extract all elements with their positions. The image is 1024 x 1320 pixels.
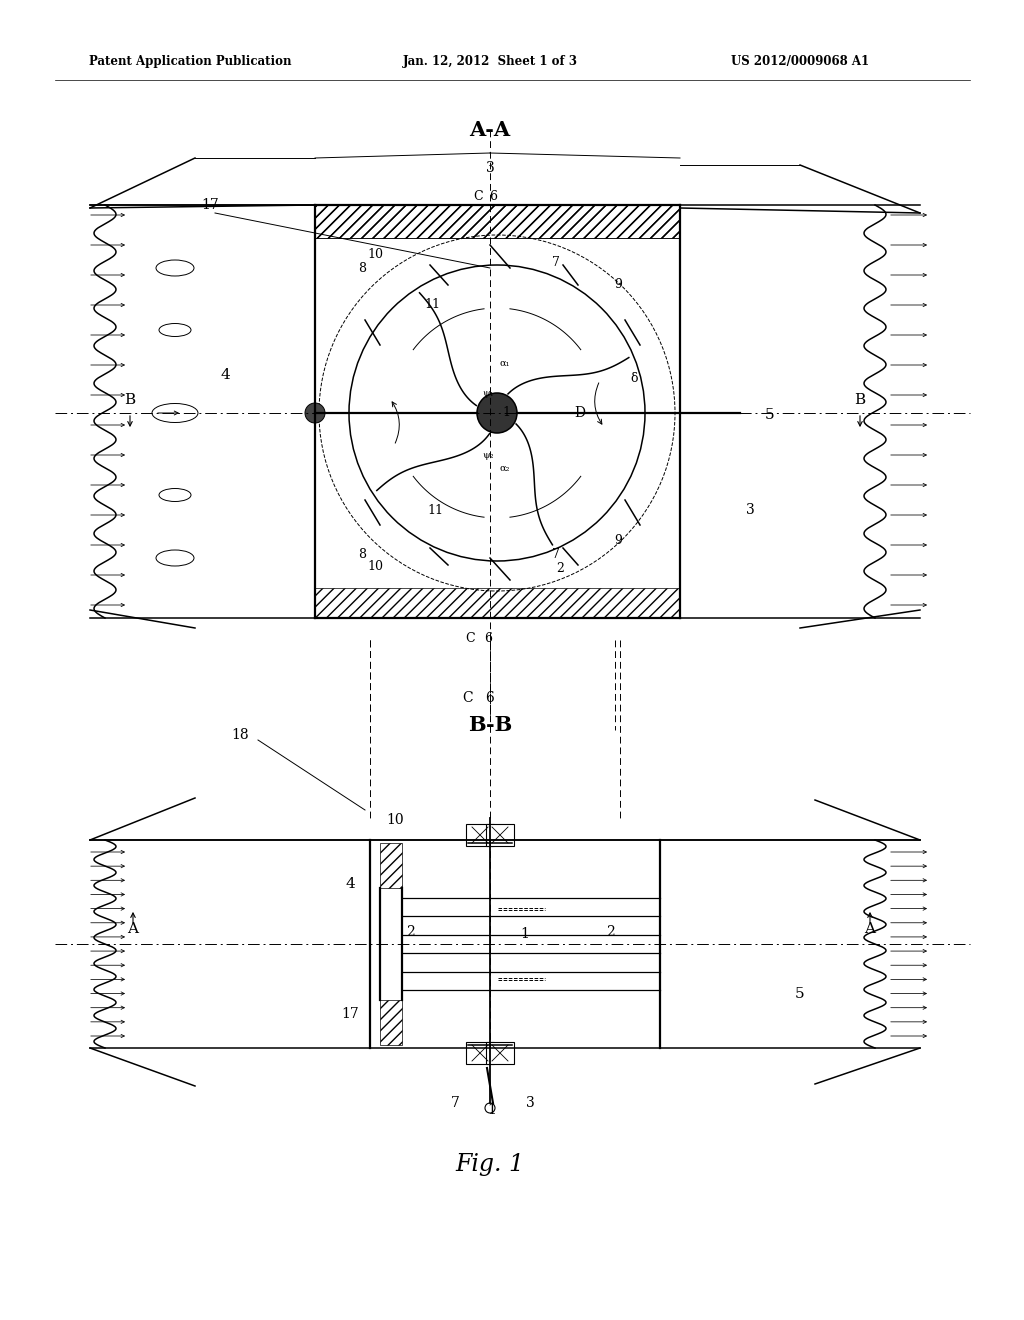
Text: Patent Application Publication: Patent Application Publication — [89, 55, 291, 69]
Text: 9: 9 — [614, 279, 622, 292]
Text: 5: 5 — [796, 987, 805, 1001]
Text: 7: 7 — [451, 1096, 460, 1110]
Bar — [380, 1001, 402, 1045]
Text: 9: 9 — [614, 533, 622, 546]
Text: 6: 6 — [489, 190, 497, 202]
Text: 11: 11 — [427, 503, 443, 516]
Text: 10: 10 — [367, 561, 383, 573]
Text: 10: 10 — [367, 248, 383, 261]
Text: α₂: α₂ — [500, 463, 510, 473]
Text: B: B — [125, 393, 135, 407]
Text: 8: 8 — [358, 549, 366, 561]
Text: 7: 7 — [552, 549, 560, 561]
Bar — [486, 1041, 514, 1064]
Text: 17: 17 — [341, 1007, 358, 1020]
Text: C: C — [473, 190, 482, 202]
Circle shape — [477, 393, 517, 433]
Text: 10: 10 — [386, 813, 403, 828]
Text: D: D — [574, 407, 586, 420]
Text: 11: 11 — [424, 298, 440, 312]
Circle shape — [305, 403, 325, 422]
Text: δ: δ — [630, 371, 638, 384]
Text: C: C — [463, 690, 473, 705]
Text: B: B — [854, 393, 865, 407]
Text: B-B: B-B — [468, 715, 512, 735]
Text: 3: 3 — [745, 503, 755, 517]
Bar — [486, 824, 514, 846]
Bar — [466, 824, 494, 846]
Text: 2: 2 — [406, 925, 415, 939]
Text: Jan. 12, 2012  Sheet 1 of 3: Jan. 12, 2012 Sheet 1 of 3 — [402, 55, 578, 69]
Text: 2: 2 — [605, 925, 614, 939]
Text: 1: 1 — [520, 927, 529, 941]
Bar — [466, 1041, 494, 1064]
Text: 8: 8 — [358, 261, 366, 275]
Bar — [380, 843, 402, 888]
Circle shape — [485, 1104, 495, 1113]
Text: 1: 1 — [487, 1104, 497, 1117]
Bar — [315, 205, 680, 238]
Text: 6: 6 — [484, 631, 492, 644]
Text: α₁: α₁ — [500, 359, 510, 367]
Text: 4: 4 — [220, 368, 229, 381]
Text: C: C — [465, 631, 475, 644]
Text: 3: 3 — [525, 1096, 535, 1110]
Text: 1: 1 — [502, 407, 510, 420]
Text: A: A — [128, 921, 138, 936]
Text: 5: 5 — [765, 408, 775, 422]
Text: ψ₁: ψ₁ — [482, 388, 494, 397]
Text: 6: 6 — [485, 690, 495, 705]
Text: Fig. 1: Fig. 1 — [456, 1154, 524, 1176]
Text: 17: 17 — [201, 198, 219, 213]
Text: 7: 7 — [552, 256, 560, 268]
Text: US 2012/0009068 A1: US 2012/0009068 A1 — [731, 55, 869, 69]
Text: A-A: A-A — [469, 120, 511, 140]
Text: A: A — [864, 921, 876, 936]
Text: 2: 2 — [556, 561, 564, 574]
Text: 3: 3 — [485, 161, 495, 176]
Text: ψ₂: ψ₂ — [482, 450, 494, 459]
Text: 18: 18 — [231, 729, 249, 742]
Text: 4: 4 — [345, 876, 355, 891]
